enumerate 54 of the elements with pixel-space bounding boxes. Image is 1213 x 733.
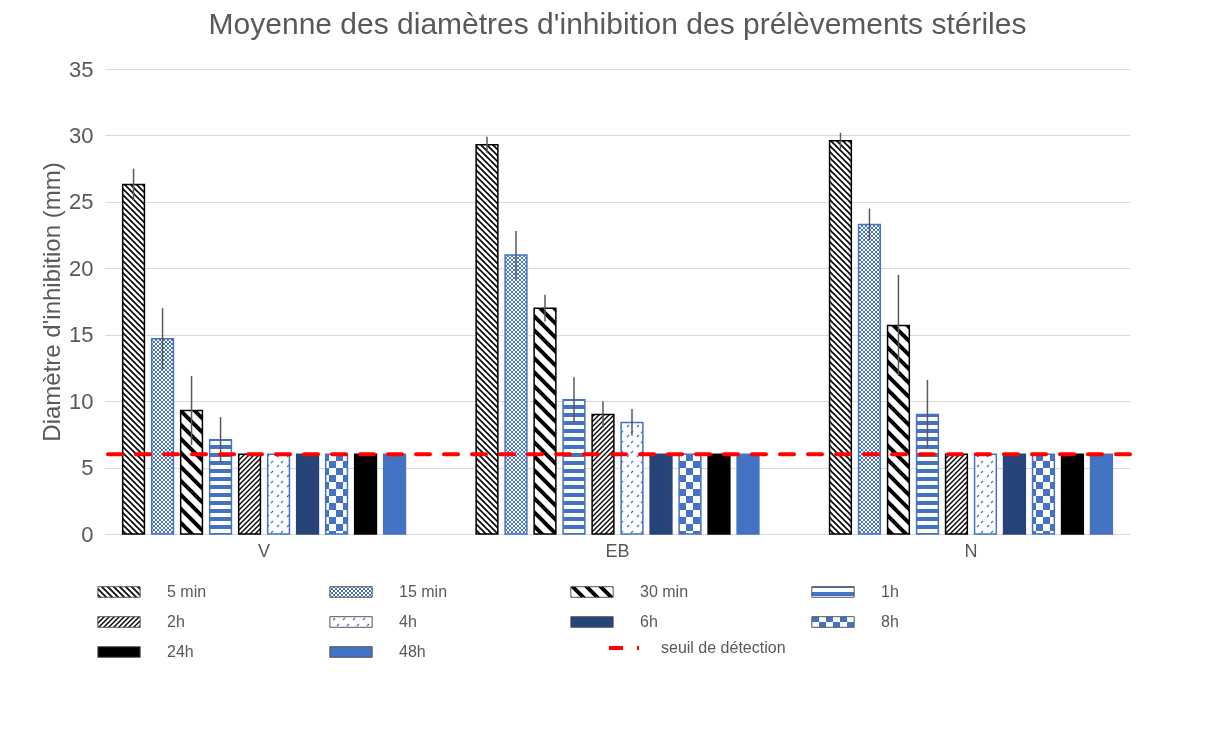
legend-label: 5 min	[167, 583, 207, 600]
bar	[324, 453, 349, 535]
bar	[237, 453, 262, 535]
bar	[1031, 453, 1056, 535]
bar	[736, 453, 760, 535]
bar	[150, 337, 175, 535]
bar	[1060, 453, 1085, 535]
bar	[620, 421, 644, 535]
y-tick-label: 30	[69, 122, 94, 148]
bar	[828, 139, 853, 535]
bar	[121, 183, 146, 535]
bar	[857, 223, 882, 535]
bar	[179, 409, 204, 535]
legend-label: 2h	[167, 613, 185, 630]
bar	[678, 453, 702, 535]
bar	[915, 413, 940, 535]
x-tick-label: EB	[605, 540, 630, 561]
legend-label: 15 min	[399, 583, 448, 600]
bar	[707, 453, 731, 535]
bar	[382, 453, 407, 535]
y-tick-label: 0	[81, 521, 94, 547]
y-tick-label: 25	[69, 189, 94, 215]
chart-title: Moyenne des diamètres d'inhibition des prélèvements stériles	[208, 7, 1027, 40]
x-tick-label: N	[964, 540, 978, 561]
legend-label: 48h	[399, 643, 426, 660]
bar	[944, 453, 969, 535]
y-tick-label: 15	[69, 322, 94, 348]
bar	[1002, 453, 1027, 535]
x-tick-label: V	[258, 540, 271, 561]
legend-label: 6h	[640, 613, 658, 630]
y-tick-label: 5	[81, 455, 94, 481]
legend-label: 1h	[881, 583, 899, 600]
bar	[591, 413, 615, 535]
bar	[649, 453, 673, 535]
bar	[562, 399, 586, 535]
bar	[1089, 453, 1114, 535]
bar	[504, 254, 528, 535]
bar	[353, 453, 378, 535]
bar	[533, 307, 557, 535]
legend-label: 24h	[167, 643, 194, 660]
y-tick-label: 20	[69, 255, 94, 281]
legend-label: 8h	[881, 613, 899, 630]
bar	[973, 453, 998, 535]
bar	[475, 143, 499, 535]
y-tick-label: 10	[69, 388, 94, 414]
bar	[886, 324, 911, 535]
bar	[295, 453, 320, 535]
legend-label: seuil de détection	[661, 639, 786, 656]
y-tick-label: 35	[69, 56, 94, 82]
bar	[266, 453, 291, 535]
y-axis-title: Diamètre d'inhibition (mm)	[38, 162, 66, 442]
legend-label: 4h	[399, 613, 417, 630]
legend-label: 30 min	[640, 583, 689, 600]
bar	[208, 438, 233, 535]
